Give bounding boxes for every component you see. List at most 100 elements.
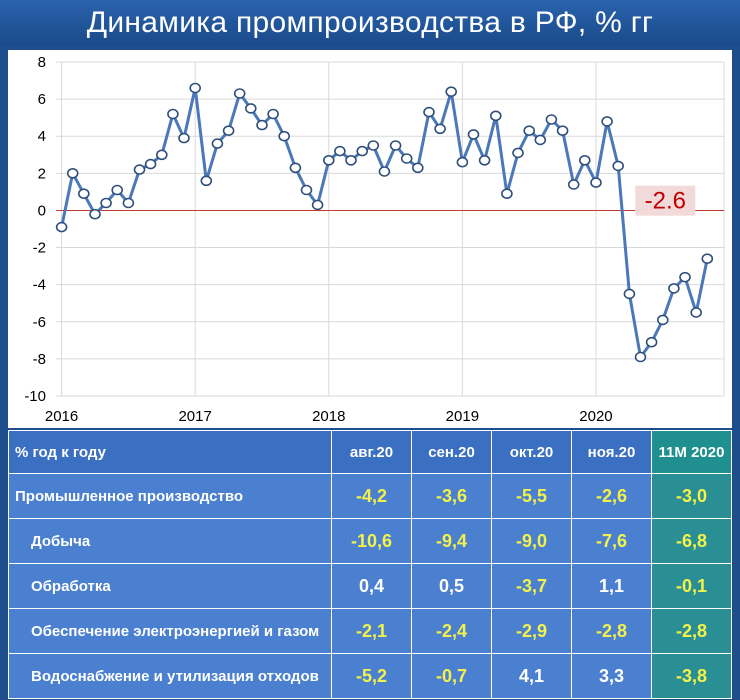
data-point <box>78 188 90 199</box>
data-point <box>167 108 179 120</box>
data-point <box>478 155 491 166</box>
table-cell: 0,4 <box>331 563 412 609</box>
data-point <box>512 147 524 159</box>
table-cell: -3,7 <box>491 563 572 609</box>
header-nov20: ноя.20 <box>571 430 652 474</box>
annotation-box <box>635 185 696 216</box>
data-point <box>701 253 714 264</box>
table-cell: 4,1 <box>491 653 572 699</box>
table-cell: -2,1 <box>331 608 412 654</box>
line-chart: 8 6 4 2 0 -2 -4 -6 -8 -10 2016 2017 2018 2019 2020 -2.6 <box>24 54 725 425</box>
data-point <box>66 168 79 179</box>
table-cell: 1,1 <box>571 563 652 609</box>
data-point <box>222 125 235 136</box>
data-point <box>578 155 591 166</box>
table-cell: -2,8 <box>651 608 732 654</box>
row-label: Промышленное производство <box>8 473 332 519</box>
table-cell: -7,6 <box>571 518 652 564</box>
data-point <box>668 283 680 294</box>
row-label: Обработка <box>8 563 332 609</box>
data-point <box>334 145 346 157</box>
data-point <box>556 125 569 136</box>
data-point <box>245 103 257 114</box>
data-point <box>144 158 157 170</box>
data-point <box>256 119 268 131</box>
data-point <box>434 123 446 135</box>
data-point <box>133 164 146 175</box>
data-point <box>111 184 123 196</box>
table-row: Промышленное производство -4,2 -3,6 -5,5 -2,… <box>8 473 732 519</box>
series-line <box>60 86 709 359</box>
data-point <box>601 116 613 127</box>
x-tick-label: 2018 <box>312 408 345 425</box>
header-oct20: окт.20 <box>491 430 572 474</box>
row-label: Водоснабжение и утилизация отходов <box>8 653 332 699</box>
data-point <box>389 140 402 151</box>
data-point <box>679 271 691 283</box>
header-sep20: сен.20 <box>411 430 492 474</box>
y-tick-label: -8 <box>33 351 46 368</box>
annotation-label: -2.6 <box>645 188 686 215</box>
data-point <box>378 166 391 177</box>
header-aug20: авг.20 <box>331 430 412 474</box>
y-tick-label: -2 <box>33 240 46 257</box>
data-point <box>178 132 190 144</box>
data-point <box>467 129 480 140</box>
data-point <box>278 130 291 142</box>
data-point <box>501 188 513 199</box>
data-point <box>612 160 625 172</box>
data-point <box>356 145 369 157</box>
table-cell: 3,3 <box>571 653 652 699</box>
table-row: Водоснабжение и утилизация отходов -5,2 -0… <box>8 653 732 699</box>
data-point <box>400 153 413 164</box>
table-cell: -9,0 <box>491 518 572 564</box>
data-point <box>489 110 502 122</box>
table-cell: -0,1 <box>651 563 732 609</box>
y-tick-label: 8 <box>38 54 46 71</box>
data-point <box>634 351 647 363</box>
row-label: Обеспечение электроэнергией и газом <box>8 608 332 654</box>
data-point <box>534 134 547 146</box>
y-tick-label: 4 <box>38 128 46 145</box>
y-tick-label: 0 <box>38 202 46 219</box>
table-cell: -2,8 <box>571 608 652 654</box>
data-point <box>89 208 101 220</box>
data-point <box>456 156 469 168</box>
data-point <box>267 108 279 120</box>
data-point <box>311 199 324 211</box>
data-point <box>623 288 636 300</box>
data-point <box>590 177 602 188</box>
data-point <box>100 197 112 209</box>
data-point <box>156 149 168 161</box>
data-table-container: % год к году авг.20 сен.20 окт.20 ноя.20… <box>8 430 732 699</box>
table-row: Обеспечение электроэнергией и газом -2,1 -… <box>8 608 732 654</box>
table-cell: -9,4 <box>411 518 492 564</box>
x-tick-label: 2017 <box>178 408 211 425</box>
y-tick-label: 6 <box>38 91 46 108</box>
data-point <box>367 140 380 151</box>
table-cell: -3,0 <box>651 473 732 519</box>
data-point <box>189 82 201 94</box>
table-cell: -2,6 <box>571 473 652 519</box>
y-tick-label: 2 <box>38 165 46 182</box>
table-cell: -5,2 <box>331 653 412 699</box>
x-tick-label: 2020 <box>579 408 612 425</box>
header-11m-2020: 11M 2020 <box>651 430 732 474</box>
data-point <box>122 197 135 209</box>
table-cell: -10,6 <box>331 518 412 564</box>
x-tick-label: 2019 <box>446 408 479 425</box>
y-tick-label: -4 <box>33 277 46 294</box>
data-point <box>200 175 213 187</box>
table-cell: -3,6 <box>411 473 492 519</box>
table-cell: -2,9 <box>491 608 572 654</box>
data-point <box>289 162 302 174</box>
table-cell: -4,2 <box>331 473 412 519</box>
x-tick-label: 2016 <box>45 408 78 425</box>
data-point <box>445 86 458 98</box>
table-header-row: % год к году авг.20 сен.20 окт.20 ноя.20… <box>8 430 732 474</box>
title-bar: Динамика промпроизводства в РФ, % гг <box>0 0 740 46</box>
data-point <box>645 336 658 348</box>
data-point <box>411 162 424 174</box>
data-point <box>55 221 68 233</box>
y-tick-label: -10 <box>24 388 46 405</box>
